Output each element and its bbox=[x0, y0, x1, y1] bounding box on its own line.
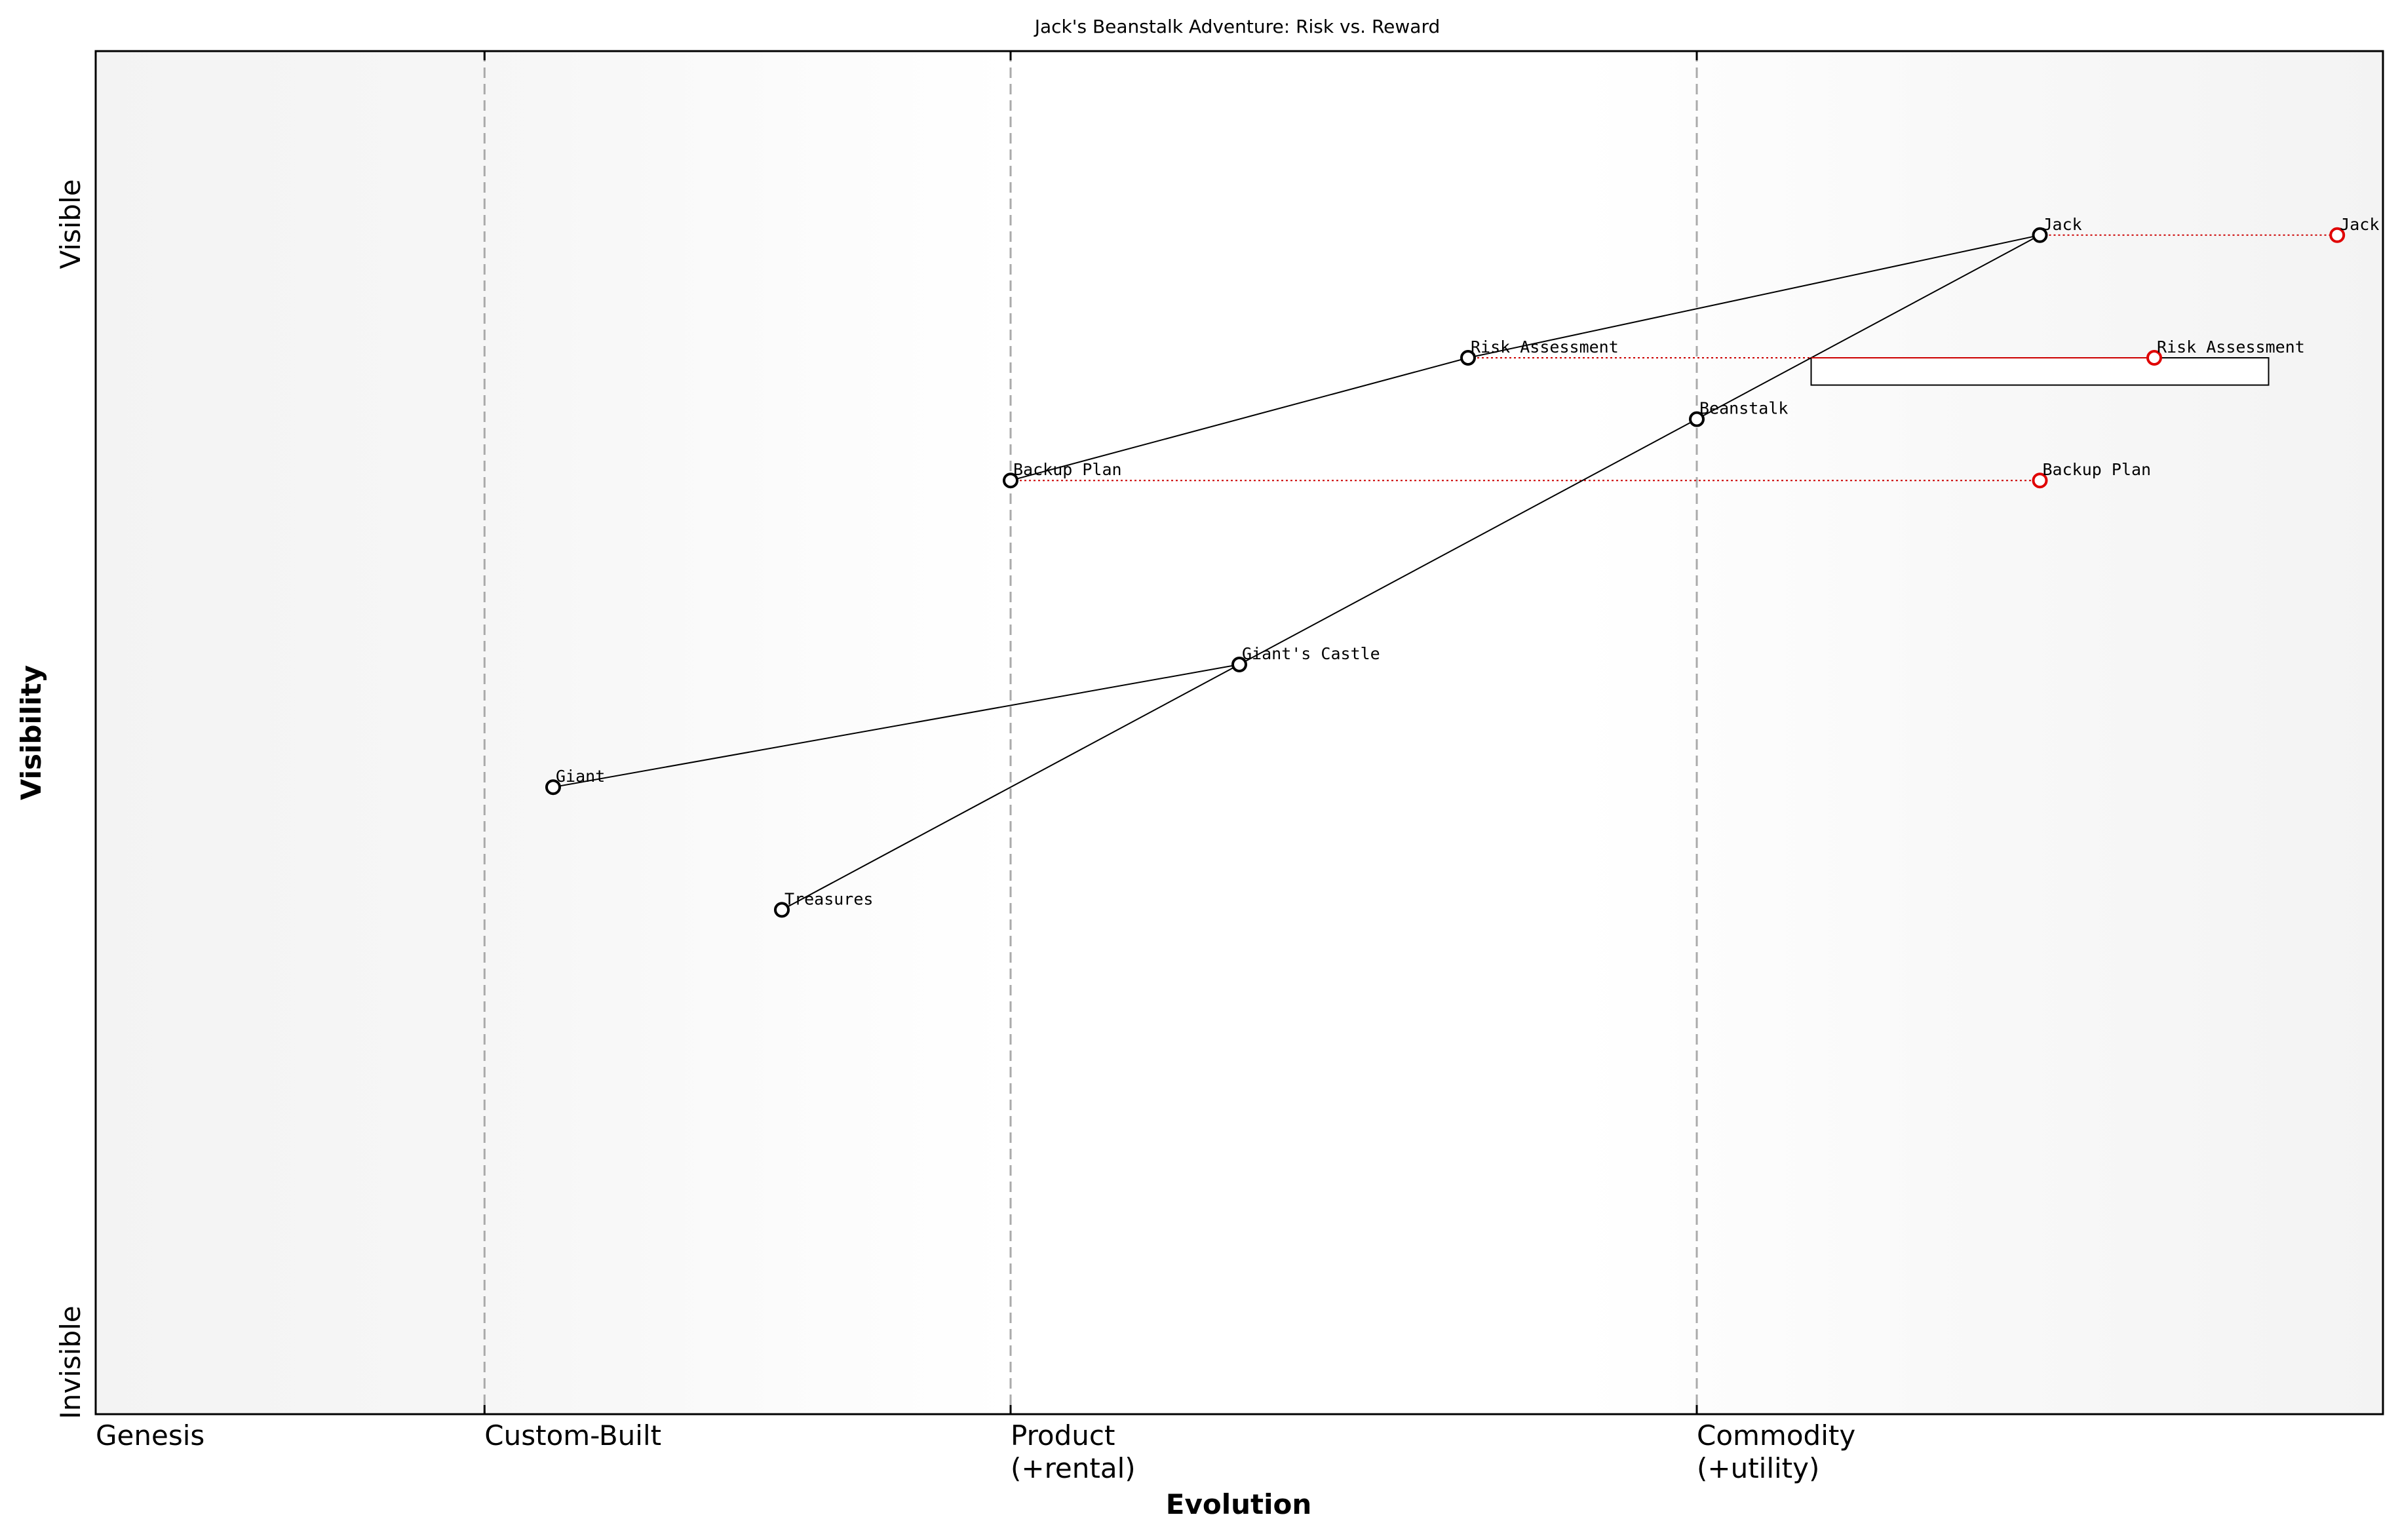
x-axis-title: Evolution bbox=[1166, 1488, 1311, 1520]
label-beanstalk: Beanstalk bbox=[1699, 399, 1788, 418]
evolved-label-jack: Jack bbox=[2340, 215, 2379, 234]
point-jack bbox=[2032, 227, 2048, 243]
stage-label-genesis: Genesis bbox=[96, 1419, 204, 1452]
evolved-label-backup-plan: Backup Plan bbox=[2043, 460, 2152, 479]
evolved-label-risk-assessment: Risk Assessment bbox=[2157, 337, 2305, 356]
evolved-point-risk-assessment bbox=[2146, 350, 2162, 366]
point-giant-s-castle bbox=[1231, 657, 1247, 672]
link-giant-s-castle-to-treasures bbox=[781, 664, 1240, 911]
y-axis-title: Visibility bbox=[15, 665, 47, 800]
point-giant bbox=[545, 779, 561, 796]
chart-title: Jack's Beanstalk Adventure: Risk vs. Rew… bbox=[1034, 16, 1441, 37]
evolved-point-jack bbox=[2329, 227, 2346, 243]
x-stage-labels: Genesis Custom-Built Product (+rental) Commo… bbox=[96, 1419, 1855, 1484]
link-giant-s-castle-to-giant bbox=[552, 664, 1240, 788]
link-jack-to-risk-assessment bbox=[1467, 234, 2040, 358]
annotation-box bbox=[1810, 357, 2270, 386]
stage-dividers bbox=[483, 51, 1698, 1414]
stage-label-product: Product (+rental) bbox=[1011, 1419, 1136, 1484]
link-beanstalk-to-giant-s-castle bbox=[1239, 418, 1697, 665]
y-tick-invisible: Invisible bbox=[54, 1305, 87, 1419]
point-treasures bbox=[774, 902, 790, 918]
evolved-point-backup-plan bbox=[2032, 472, 2048, 489]
label-giant: Giant bbox=[556, 767, 605, 786]
link-jack-to-beanstalk bbox=[1696, 234, 2040, 420]
evolution-lines bbox=[1011, 234, 2338, 482]
label-risk-assessment: Risk Assessment bbox=[1471, 337, 1619, 356]
dependency-links bbox=[552, 234, 2040, 911]
label-backup-plan: Backup Plan bbox=[1013, 460, 1122, 479]
annotation-group bbox=[1810, 357, 2270, 386]
stage-label-custom-built: Custom-Built bbox=[484, 1419, 661, 1452]
plot-background bbox=[96, 51, 2383, 1414]
label-giant-s-castle: Giant's Castle bbox=[1242, 644, 1380, 663]
point-backup-plan bbox=[1003, 472, 1018, 489]
point-beanstalk bbox=[1689, 411, 1705, 427]
point-risk-assessment bbox=[1460, 350, 1476, 366]
component-labels: Jack Risk Assessment Beanstalk Backup Plan G… bbox=[556, 215, 2379, 909]
link-risk-assessment-to-backup-plan bbox=[1010, 357, 1469, 482]
label-treasures: Treasures bbox=[784, 889, 873, 908]
y-tick-visible: Visible bbox=[54, 179, 87, 269]
stage-label-commodity: Commodity (+utility) bbox=[1697, 1419, 1855, 1484]
label-jack: Jack bbox=[2043, 215, 2082, 234]
plot-frame bbox=[94, 50, 2384, 1415]
component-points bbox=[545, 227, 2346, 918]
